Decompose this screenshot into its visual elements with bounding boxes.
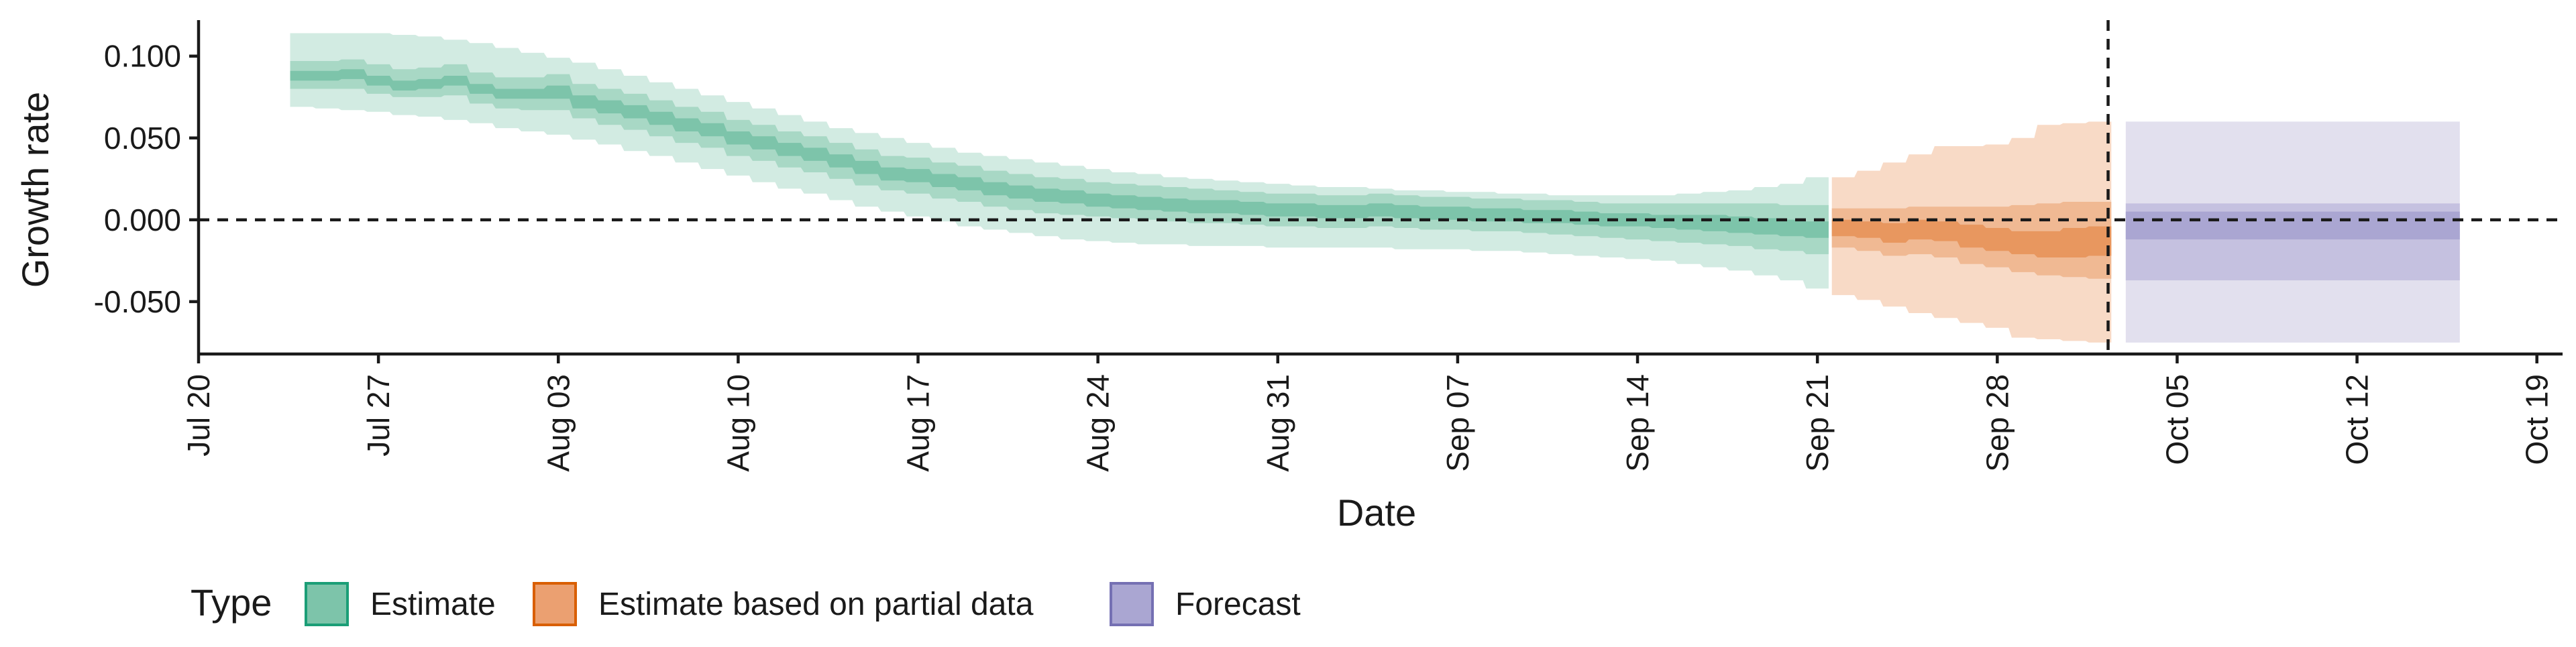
y-tick-label: 0.000 [104,202,181,237]
y-axis-title: Growth rate [14,92,56,288]
band-20-series-2 [2125,211,2460,240]
band-50-series-0 [290,59,1829,255]
y-tick-label: -0.050 [94,284,181,319]
x-tick-label: Jul 20 [181,374,216,457]
x-tick-label: Oct 05 [2159,374,2194,465]
band-90-series-0 [290,33,1829,289]
x-tick-label: Sep 28 [1980,374,2015,472]
band-20-series-0 [290,69,1829,238]
x-tick-label: Aug 24 [1081,374,1116,472]
x-axis-title: Date [1337,491,1416,534]
series-2 [2125,121,2460,343]
x-tick-label: Aug 31 [1260,374,1295,472]
y-tick-label: 0.100 [104,39,181,74]
legend: Type Estimate Estimate based on partial da… [191,581,1301,626]
ribbon-layer [290,33,2460,343]
x-tick-label: Sep 21 [1800,374,1835,472]
y-tick-label: 0.050 [104,121,181,156]
x-tick-label: Aug 10 [720,374,755,472]
series-0 [290,33,1829,289]
legend-key-2 [1110,582,1154,626]
x-tick-label: Aug 03 [541,374,576,472]
band-20-series-1 [1831,219,2112,257]
x-tick-label: Jul 27 [361,374,396,457]
x-tick-label: Oct 12 [2340,374,2375,465]
legend-label-0: Estimate [370,587,496,622]
legend-label-2: Forecast [1175,587,1301,622]
x-tick-label: Aug 17 [901,374,936,472]
legend-label-1: Estimate based on partial data [598,587,1034,622]
x-tick-label: Sep 14 [1620,374,1655,472]
legend-title: Type [191,581,272,624]
legend-key-0 [305,582,349,626]
legend-key-1 [533,582,577,626]
series-1 [1831,121,2112,343]
x-tick-label: Oct 19 [2520,374,2555,465]
x-tick-label: Sep 07 [1440,374,1475,472]
axes: -0.050 0.000 0.050 0.100 Jul 20 Jul 27 Aug 03 A… [94,20,2563,472]
